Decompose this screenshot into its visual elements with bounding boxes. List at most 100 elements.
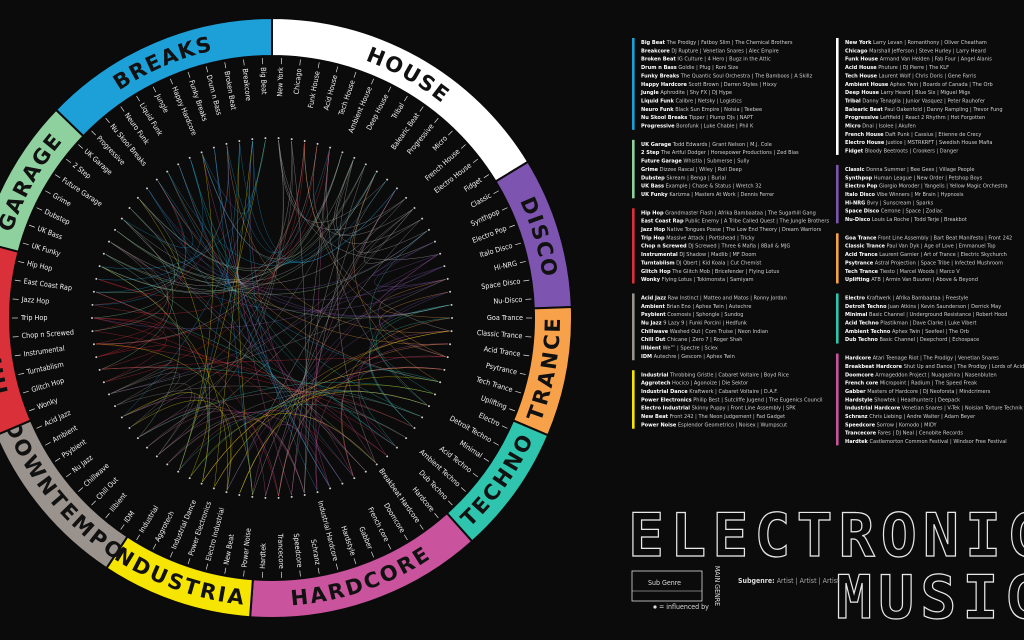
influence-chord xyxy=(105,173,376,292)
list-subgenre: Gabber xyxy=(845,388,866,394)
influence-dot xyxy=(329,146,332,149)
list-subgenre: Uplifting xyxy=(845,277,870,283)
influence-dot xyxy=(92,290,95,293)
list-subgenre: Happy Hardcore xyxy=(641,81,687,87)
list-row: New Beat Front 242 | The Neon Judgement … xyxy=(641,414,785,420)
key-subgenre: Subgenre: xyxy=(738,577,775,585)
group-bar xyxy=(632,38,635,130)
influence-chord xyxy=(239,376,439,494)
list-row: Psybient Cosmosis | Sphongle | Sundog xyxy=(641,312,743,318)
influence-dot xyxy=(421,217,424,220)
influence-chord xyxy=(214,141,253,487)
list-subgenre: Hardcore xyxy=(845,355,872,361)
influence-dot xyxy=(238,139,241,142)
subgenre-tick xyxy=(483,174,490,179)
list-row: Jungle Aphrodite | Shy FX | DJ Hype xyxy=(640,90,732,96)
list-row: French core Micropoint | Radium | The Sp… xyxy=(845,380,977,386)
group-bar xyxy=(632,293,635,361)
subgenre-tick xyxy=(243,59,245,66)
list-row: Wonky Flying Lotus | Tokimonsta | Samiya… xyxy=(641,277,754,283)
subgenre-tick xyxy=(509,408,515,412)
list-row: Detroit Techno Juan Atkins | Kevin Saund… xyxy=(845,303,1001,309)
list-row: Neuro Funk Black Sun Empire | Noisia | T… xyxy=(641,106,762,112)
list-subgenre: UK Bass xyxy=(641,183,664,189)
influence-dot xyxy=(146,187,149,190)
subgenre-tick xyxy=(187,558,191,565)
influence-chord xyxy=(130,400,231,491)
list-subgenre: Acid Techno xyxy=(845,320,879,326)
list-artists: Human League | New Order | Petshop Boys xyxy=(874,175,983,181)
list-subgenre: Electro xyxy=(845,295,865,301)
list-row: Doomcore Armageddon Project | Nuagashira… xyxy=(845,372,997,378)
list-artists: Chicane | Zero 7 | Roger Shah xyxy=(667,337,742,343)
influence-chord xyxy=(93,254,439,330)
subgenre-tick xyxy=(45,190,51,194)
influence-chord xyxy=(313,145,414,236)
list-subgenre: Italo Disco xyxy=(845,191,875,197)
influence-dot xyxy=(102,252,105,255)
influence-dot xyxy=(427,405,430,408)
list-artists: Goldie | Pfug | Roni Size xyxy=(678,65,738,71)
subgenre-label: Jazz Hop xyxy=(20,295,49,306)
influence-chord xyxy=(123,209,414,417)
key-sub-genre: Sub Genre xyxy=(648,579,681,587)
list-subgenre: Aggrotech xyxy=(641,380,671,386)
influence-chord xyxy=(110,242,180,437)
list-row: Hardstyle Showtek | Headhunterz | Deepac… xyxy=(845,397,960,403)
subgenre-tick xyxy=(515,390,522,394)
title-line: MUSIC xyxy=(836,563,1024,633)
influence-chord xyxy=(226,145,292,496)
list-subgenre: Acid House xyxy=(845,65,877,71)
subgenre-tick xyxy=(387,86,392,93)
influence-chord xyxy=(326,149,428,406)
list-row: Chop n Screwed DJ Screwed | Three 6 Mafi… xyxy=(641,243,790,249)
list-subgenre: Wonky xyxy=(641,277,661,283)
influence-chord xyxy=(179,142,240,471)
list-row: Classic Trance Paul Van Dyk | Age of Lov… xyxy=(845,243,996,249)
list-row: IDM Autechre | Gescom | Aphex Twin xyxy=(641,353,735,359)
influence-dot xyxy=(177,470,180,473)
list-subgenre: 2 Step xyxy=(641,150,660,156)
influence-dot xyxy=(329,487,332,490)
influence-chord xyxy=(139,406,266,496)
influence-chord xyxy=(353,173,439,382)
list-row: Hi-NRG Bvry | Sunscream | Sparks xyxy=(845,200,934,206)
list-row: Breakcore DJ Rupture | Venetian Snares |… xyxy=(641,48,779,54)
list-row: East Coast Rap Public Enemy | A Tribe Ca… xyxy=(641,218,829,224)
influence-chord xyxy=(252,219,421,496)
influence-chord xyxy=(94,181,187,306)
influence-dot xyxy=(95,277,98,280)
influence-dot xyxy=(303,139,306,142)
subgenre-tick xyxy=(105,513,110,519)
list-artists: Brian Eno | Aphex Twin | Autechre xyxy=(666,303,751,309)
list-subgenre: Funk House xyxy=(845,56,879,62)
influence-dot xyxy=(177,163,180,166)
list-artists: Autechre | Gescom | Aphex Twin xyxy=(654,353,735,359)
list-subgenre: Industrial Dance xyxy=(641,388,688,394)
influence-dot xyxy=(238,494,241,497)
list-row: Industrial Dance Kraftwerk | Cabaret Vol… xyxy=(641,388,778,394)
list-row: Italo Disco Vibe Winners | Mr Brain | Hy… xyxy=(845,191,964,197)
influence-dot xyxy=(200,151,203,154)
list-row: Big Beat The Prodigy | Fatboy Slim | The… xyxy=(641,40,793,46)
group-bar xyxy=(836,353,839,446)
list-subgenre: Grime xyxy=(641,166,659,172)
list-artists: Shut Up and Dance | The Prodigy | Lords … xyxy=(904,363,1024,369)
list-subgenre: Turntablism xyxy=(641,260,675,266)
influence-dot xyxy=(290,138,293,141)
influence-dot xyxy=(166,170,169,173)
influence-dot xyxy=(353,477,356,480)
influence-dot xyxy=(443,368,446,371)
subgenre-label: Chop n Screwed xyxy=(21,328,74,341)
influence-chord xyxy=(340,401,396,463)
list-subgenre: New Beat xyxy=(641,414,669,420)
list-subgenre: Progressive xyxy=(641,123,675,129)
influence-chord xyxy=(226,189,396,491)
list-subgenre: Ambient Techno xyxy=(845,328,891,334)
list-subgenre: Tech Trance xyxy=(845,268,879,274)
list-row: Breakbeat Hardcore Shut Up and Dance | T… xyxy=(845,363,1024,369)
subgenre-tick xyxy=(91,500,96,506)
list-subgenre: Future Garage xyxy=(641,158,682,164)
list-row: Schranz Chris Liebing | Andre Walter | A… xyxy=(845,414,976,420)
influence-chord xyxy=(95,145,318,345)
